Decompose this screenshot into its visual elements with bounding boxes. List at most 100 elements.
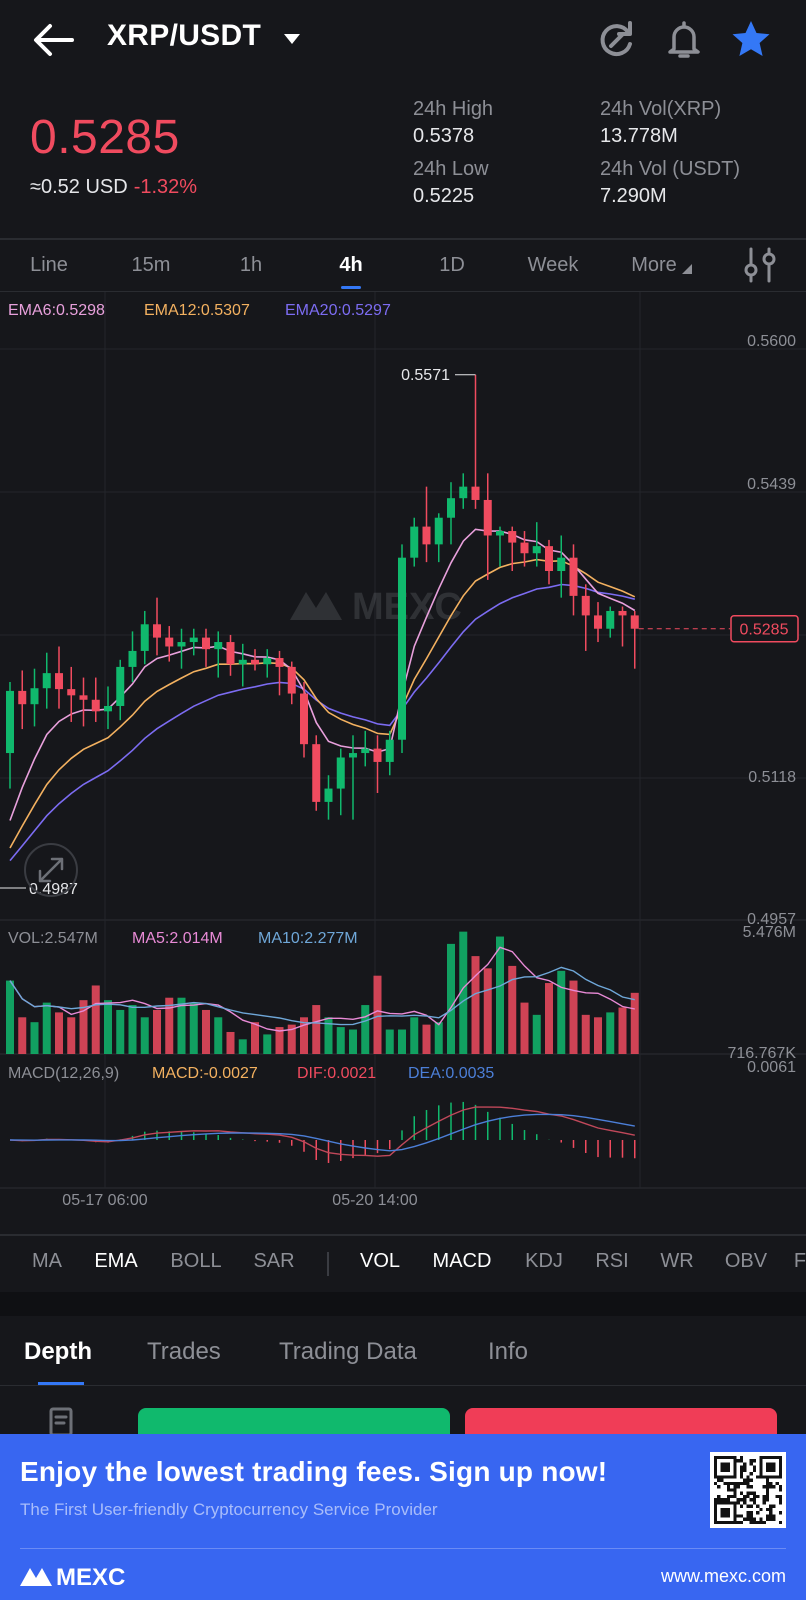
qr-module — [739, 1481, 744, 1486]
promo-divider — [20, 1548, 786, 1549]
star-icon[interactable] — [730, 19, 772, 59]
price-tick: 0.4957 — [747, 911, 796, 928]
qr-module — [765, 1481, 770, 1486]
volume-bar — [618, 1007, 627, 1054]
qr-module — [756, 1511, 760, 1515]
qr-module — [772, 1517, 776, 1521]
candle-body — [275, 658, 284, 667]
stat-value: 7.290M — [600, 185, 667, 207]
promo-banner[interactable]: Enjoy the lowest trading fees. Sign up n… — [0, 1434, 806, 1600]
candle-body — [361, 748, 370, 754]
pair-title[interactable]: XRP/USDT — [107, 19, 262, 52]
tab-1d[interactable]: 1D — [439, 254, 465, 276]
back-arrow-icon[interactable] — [30, 20, 78, 60]
indicator-obv[interactable]: OBV — [724, 1250, 768, 1272]
qr-module — [746, 1481, 750, 1486]
chevron-down-icon[interactable] — [282, 32, 302, 46]
qr-module — [726, 1498, 731, 1502]
indicator-ema[interactable]: EMA — [94, 1250, 138, 1272]
price-tick: 0.5600 — [747, 333, 796, 350]
candle-body — [226, 642, 235, 665]
indicator-separator — [327, 1252, 329, 1276]
qr-module — [726, 1494, 731, 1499]
volume-bar — [263, 1034, 272, 1054]
qr-module — [765, 1494, 770, 1499]
volume-bar — [275, 1027, 284, 1054]
candle-body — [459, 486, 468, 499]
more-caret-icon — [682, 264, 692, 274]
candle-body — [128, 650, 137, 667]
order-book-icon[interactable] — [48, 1406, 76, 1436]
volume-bar — [177, 997, 186, 1054]
qr-module — [778, 1494, 782, 1499]
candle-body — [202, 637, 210, 650]
indicator-sar[interactable]: SAR — [253, 1250, 295, 1272]
fullscreen-button[interactable] — [24, 843, 78, 897]
ema20-line — [9, 583, 635, 862]
volume-ma10-line — [9, 966, 635, 1026]
tab-line[interactable]: Line — [30, 254, 68, 276]
tab-depth[interactable]: Depth — [24, 1338, 92, 1365]
qr-module — [756, 1504, 760, 1508]
qr-module — [765, 1488, 770, 1492]
tab-trading-data[interactable]: Trading Data — [279, 1338, 417, 1365]
candle-body — [312, 744, 321, 802]
indicator-wr[interactable]: WR — [660, 1250, 694, 1272]
tab-4h[interactable]: 4h — [339, 254, 363, 276]
stat-24h-vol-usdt: 24h Vol (USDT) 7.290M — [600, 158, 740, 208]
qr-module — [736, 1501, 740, 1505]
tab-trades[interactable]: Trades — [147, 1338, 221, 1365]
volume-bar — [545, 983, 553, 1054]
qr-module — [736, 1485, 740, 1489]
volume-ma-lines — [9, 946, 635, 1032]
indicator-ma[interactable]: MA — [32, 1250, 62, 1272]
stat-label: 24h High — [413, 98, 494, 120]
qr-module — [778, 1488, 782, 1492]
qr-module — [752, 1468, 757, 1473]
stat-24h-vol-xrp: 24h Vol(XRP) 13.778M — [600, 98, 721, 148]
indicator-boll[interactable]: BOLL — [170, 1250, 222, 1272]
qr-module — [759, 1520, 763, 1524]
qr-module — [749, 1514, 753, 1518]
volume-bar — [128, 1005, 137, 1054]
indicator-rsi[interactable]: RSI — [595, 1250, 629, 1272]
qr-module — [736, 1514, 740, 1518]
candlestick-chart[interactable]: MEXC EMA6:0.5298 EMA12:0.5307 EMA20:0.52… — [0, 292, 806, 1216]
refresh-icon[interactable] — [596, 20, 636, 60]
indicator-more[interactable]: F — [793, 1250, 806, 1272]
qr-module — [739, 1498, 744, 1502]
ema20-legend: EMA20:0.5297 — [285, 302, 391, 319]
section-gap — [0, 1292, 806, 1316]
bell-icon[interactable] — [664, 19, 704, 61]
divider — [0, 238, 806, 240]
qr-module — [772, 1514, 776, 1518]
ma10-legend: MA10:2.277M — [258, 930, 358, 947]
volume-bar — [496, 936, 504, 1054]
promo-url[interactable]: www.mexc.com — [660, 1566, 786, 1586]
qr-module — [714, 1481, 718, 1486]
tab-week[interactable]: Week — [527, 254, 579, 276]
qr-module — [739, 1520, 744, 1524]
indicator-kdj[interactable]: KDJ — [525, 1250, 563, 1272]
indicator-macd[interactable]: MACD — [432, 1250, 492, 1272]
qr-module — [717, 1498, 721, 1502]
qr-module — [752, 1465, 757, 1469]
chart-settings-icon[interactable] — [742, 246, 778, 284]
qr-module — [717, 1478, 721, 1482]
candle-body — [165, 637, 174, 647]
tab-15m[interactable]: 15m — [131, 254, 171, 276]
tab-info[interactable]: Info — [488, 1338, 529, 1365]
candle-body — [483, 499, 492, 536]
price-change: -1.32% — [133, 176, 198, 198]
indicator-vol[interactable]: VOL — [359, 1250, 401, 1272]
candles-group — [6, 374, 639, 820]
candle-body — [140, 624, 149, 651]
tab-1h[interactable]: 1h — [239, 254, 263, 276]
max-price-label: 0.5571 — [401, 367, 450, 384]
volume-bar — [557, 970, 566, 1054]
qr-module — [736, 1520, 740, 1524]
candle-body — [189, 637, 198, 643]
tab-more[interactable]: More — [631, 254, 677, 276]
candle-body — [30, 688, 39, 705]
stat-24h-high: 24h High 0.5378 — [413, 98, 493, 148]
